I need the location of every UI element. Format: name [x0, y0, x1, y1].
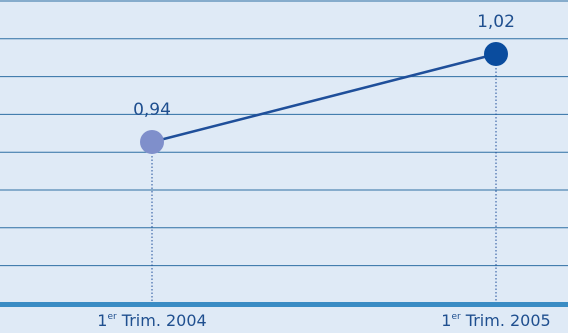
x-axis-baseline — [0, 302, 568, 307]
data-point — [484, 42, 508, 66]
data-point — [140, 130, 164, 154]
data-label: 1,02 — [477, 12, 515, 32]
drop-lines — [151, 54, 497, 302]
data-labels: 0,94 1,02 — [133, 12, 515, 120]
series-line — [151, 52, 497, 144]
x-tick-label-0: 1er Trim. 2004 — [97, 311, 207, 330]
data-label: 0,94 — [133, 100, 171, 120]
series — [140, 42, 508, 154]
x-tick-label-1: 1er Trim. 2005 — [441, 311, 551, 330]
gridlines — [0, 0, 568, 307]
